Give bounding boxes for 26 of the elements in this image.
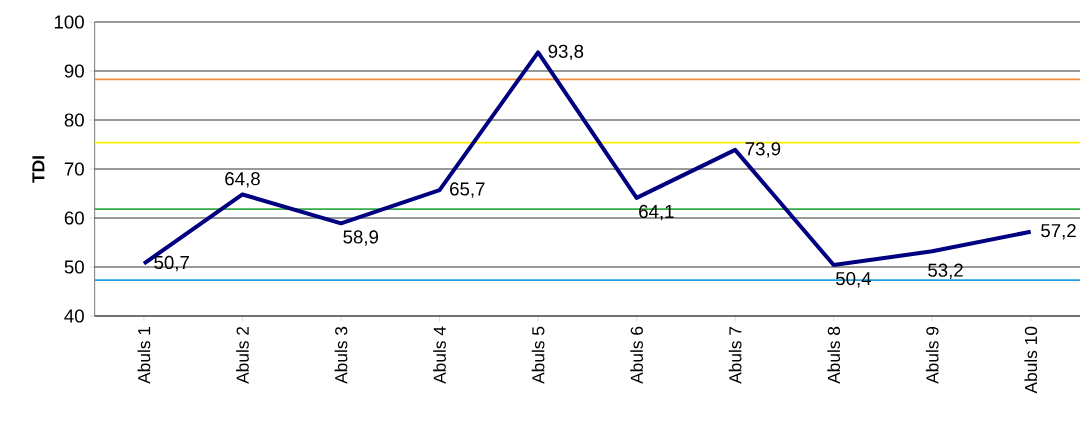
data-label: 50,7 xyxy=(154,255,189,272)
data-label: 64,8 xyxy=(225,172,260,188)
y-tick-label: 90 xyxy=(64,64,84,78)
data-label: 93,8 xyxy=(548,44,584,61)
x-tick-label: Abuls 10 xyxy=(1024,326,1038,394)
data-label: 58,9 xyxy=(343,230,379,246)
y-tick-label: 80 xyxy=(64,113,84,127)
data-label: 57,2 xyxy=(1041,223,1076,240)
x-tick-label: Abuls 5 xyxy=(531,326,545,384)
y-tick-label: 60 xyxy=(64,211,84,225)
x-tick-label: Abuls 2 xyxy=(236,326,249,384)
data-label: 73,9 xyxy=(745,142,781,158)
x-tick-label: Abuls 8 xyxy=(827,326,841,384)
x-tick-label: Abuls 6 xyxy=(630,326,643,384)
y-tick-label: 70 xyxy=(64,162,84,176)
y-axis-title: TDI xyxy=(32,156,45,183)
y-tick-label: 40 xyxy=(64,309,84,323)
x-tick-label: Abuls 4 xyxy=(433,326,446,384)
data-label: 53,2 xyxy=(928,263,963,279)
y-tick-label: 100 xyxy=(54,15,84,29)
y-tick-label: 50 xyxy=(64,260,84,274)
data-label: 65,7 xyxy=(450,182,485,198)
x-tick-label: Abuls 9 xyxy=(925,326,939,384)
x-tick-label: Abuls 1 xyxy=(137,326,151,384)
x-tick-label: Abuls 3 xyxy=(334,326,348,384)
x-tick-label: Abuls 7 xyxy=(728,326,742,384)
